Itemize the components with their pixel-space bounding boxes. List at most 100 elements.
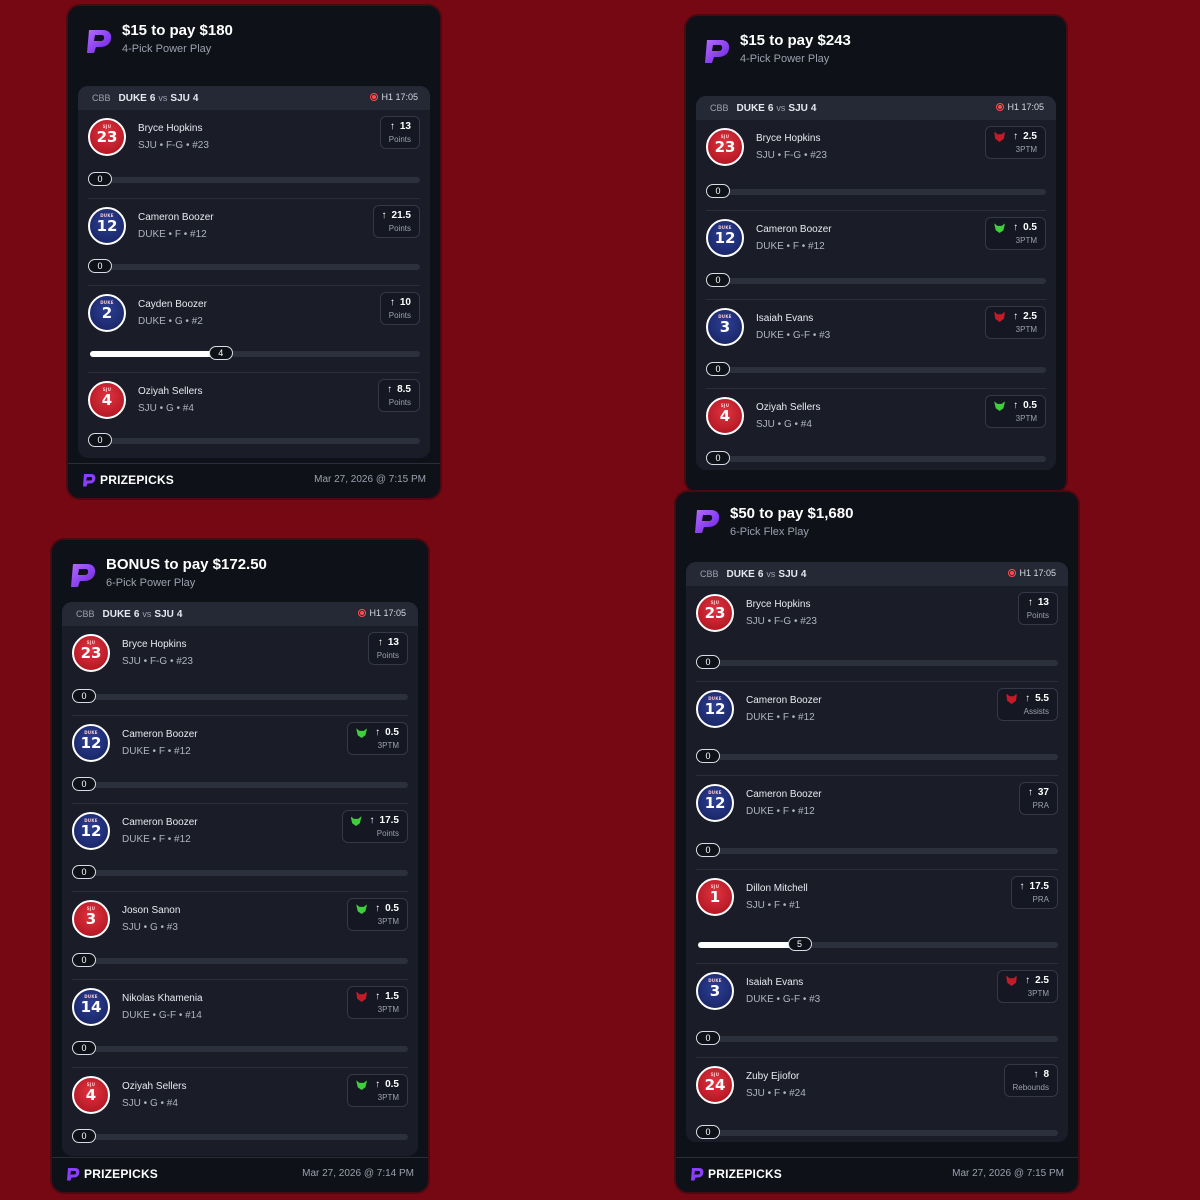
pick-row[interactable]: SJU 23 Bryce Hopkins SJU • F-G • #23 ↑ 13 Poin… <box>72 626 408 716</box>
jersey-team-tag: DUKE <box>84 818 98 823</box>
progress-bar: 0 <box>72 1129 408 1145</box>
pick-row[interactable]: DUKE 12 Cameron Boozer DUKE • F • #12 ↑ 21.5 P… <box>88 199 420 286</box>
jersey-number: 3 <box>719 318 731 336</box>
pick-row[interactable]: SJU 23 Bryce Hopkins SJU • F-G • #23 ↑ 13 Poin… <box>88 110 420 199</box>
jersey-number: 23 <box>80 644 102 662</box>
projection-box[interactable]: ↑ 8 Rebounds <box>1003 1064 1058 1097</box>
pick-row[interactable]: SJU 4 Oziyah Sellers SJU • G • #4 ↑ 8.5 Points… <box>88 373 420 458</box>
pick-row[interactable]: DUKE 2 Cayden Boozer DUKE • G • #2 ↑ 10 Points… <box>88 286 420 373</box>
player-jersey: DUKE 12 <box>72 812 110 850</box>
player-jersey: DUKE 12 <box>696 784 734 822</box>
team-a-score: 6 <box>757 568 764 580</box>
projection-box[interactable]: ↑ 0.5 3PTM <box>347 1074 408 1107</box>
entry-card[interactable]: $50 to pay $1,680 6-Pick Flex Play CBB DUKE… <box>676 492 1078 1192</box>
progress-bar: 0 <box>72 953 408 969</box>
projection-line: 10 <box>399 297 411 308</box>
projection-box[interactable]: ↑ 2.5 3PTM <box>985 126 1046 159</box>
pick-row[interactable]: DUKE 12 Cameron Boozer DUKE • F • #12 ↑ 37 PRA… <box>696 776 1058 870</box>
progress-value: 0 <box>88 259 112 273</box>
game-bar[interactable]: CBB DUKE 6 vs SJU 4 H1 17:05 <box>62 602 418 626</box>
player-name: Cameron Boozer <box>756 224 832 235</box>
stat-type: 3PTM <box>377 1093 399 1102</box>
pick-row[interactable]: DUKE 12 Cameron Boozer DUKE • F • #12 ↑ 5.5 As… <box>696 682 1058 776</box>
pick-row[interactable]: DUKE 12 Cameron Boozer DUKE • F • #12 ↑ 17.5 P… <box>72 804 408 892</box>
pick-row[interactable]: SJU 1 Dillon Mitchell SJU • F • #1 ↑ 17.5 PRA 5 <box>696 870 1058 964</box>
pick-row[interactable]: DUKE 14 Nikolas Khamenia DUKE • G-F • #14 ↑ 1… <box>72 980 408 1068</box>
entry-card[interactable]: BONUS to pay $172.50 6-Pick Power Play CBB… <box>52 540 428 1192</box>
player-name: Oziyah Sellers <box>122 1081 187 1092</box>
arrow-up-icon: ↑ <box>369 815 375 826</box>
projection-box[interactable]: ↑ 0.5 3PTM <box>347 722 408 755</box>
projection-box[interactable]: ↑ 0.5 3PTM <box>985 395 1046 428</box>
projection-box[interactable]: ↑ 13 Points <box>367 632 408 665</box>
projection-box[interactable]: ↑ 21.5 Points <box>372 205 420 238</box>
live-dot-icon <box>1008 569 1017 577</box>
projection-box[interactable]: ↑ 17.5 PRA <box>1010 876 1058 909</box>
progress-bar: 5 <box>696 937 1058 953</box>
progress-value: 0 <box>706 273 730 287</box>
stat-type: PRA <box>1032 801 1049 810</box>
game-bar[interactable]: CBB DUKE 6 vs SJU 4 H1 17:05 <box>78 86 430 110</box>
player-info: SJU • F-G • #23 <box>138 140 209 151</box>
projection-box[interactable]: ↑ 17.5 Points <box>341 810 408 843</box>
card-header: $15 to pay $243 4-Pick Power Play <box>686 16 1066 90</box>
arrow-up-icon: ↑ <box>1013 222 1019 233</box>
progress-fill <box>90 351 221 357</box>
projection-box[interactable]: ↑ 13 Points <box>379 116 420 149</box>
projection-box[interactable]: ↑ 0.5 3PTM <box>985 217 1046 250</box>
pick-row[interactable]: DUKE 3 Isaiah Evans DUKE • G-F • #3 ↑ 2.5 3PTM… <box>706 300 1046 389</box>
projection-box[interactable]: ↑ 10 Points <box>379 292 420 325</box>
projection-box[interactable]: ↑ 37 PRA <box>1018 782 1058 815</box>
player-jersey: SJU 4 <box>72 1076 110 1114</box>
progress-value: 0 <box>72 953 96 967</box>
projection-line: 2.5 <box>1023 131 1037 142</box>
projection-line: 2.5 <box>1023 311 1037 322</box>
pick-row[interactable]: SJU 4 Oziyah Sellers SJU • G • #4 ↑ 0.5 3PTM 0 <box>706 389 1046 470</box>
jersey-team-tag: DUKE <box>708 696 722 701</box>
goblin-icon <box>356 1080 368 1090</box>
stat-type: 3PTM <box>377 741 399 750</box>
progress-bar: 0 <box>88 259 420 275</box>
player-name: Bryce Hopkins <box>746 599 811 610</box>
progress-bar: 0 <box>88 433 420 449</box>
projection-box[interactable]: ↑ 2.5 3PTM <box>985 306 1046 339</box>
projection-line: 13 <box>1037 597 1049 608</box>
team-b-name: SJU <box>788 102 808 114</box>
pick-row[interactable]: SJU 3 Joson Sanon SJU • G • #3 ↑ 0.5 3PTM 0 <box>72 892 408 980</box>
player-jersey: SJU 23 <box>72 634 110 672</box>
pick-row[interactable]: DUKE 12 Cameron Boozer DUKE • F • #12 ↑ 0.5 3P… <box>706 211 1046 300</box>
entry-card[interactable]: $15 to pay $243 4-Pick Power Play CBB DUKE 6… <box>686 16 1066 492</box>
projection-box[interactable]: ↑ 13 Points <box>1017 592 1058 625</box>
game-bar[interactable]: CBB DUKE 6 vs SJU 4 H1 17:05 <box>686 562 1068 586</box>
progress-value: 0 <box>696 1031 720 1045</box>
player-info: DUKE • F • #12 <box>756 241 825 252</box>
pick-row[interactable]: DUKE 3 Isaiah Evans DUKE • G-F • #3 ↑ 2.5 3PTM… <box>696 964 1058 1058</box>
projection-box[interactable]: ↑ 8.5 Points <box>378 379 420 412</box>
pick-row[interactable]: SJU 23 Bryce Hopkins SJU • F-G • #23 ↑ 2.5 3PT… <box>706 120 1046 211</box>
progress-track <box>74 1134 408 1140</box>
stat-type: 3PTM <box>377 917 399 926</box>
team-b-name: SJU <box>778 568 798 580</box>
projection-box[interactable]: ↑ 0.5 3PTM <box>347 898 408 931</box>
projection-box[interactable]: ↑ 2.5 3PTM <box>997 970 1058 1003</box>
projection-line: 8 <box>1043 1069 1049 1080</box>
entry-card[interactable]: $15 to pay $180 4-Pick Power Play CBB DUKE 6… <box>68 6 440 498</box>
team-a-score: 6 <box>149 92 156 104</box>
league-label: CBB <box>76 609 95 619</box>
entry-subtitle: 6-Pick Power Play <box>106 577 196 589</box>
team-a-name: DUKE <box>118 92 147 104</box>
pick-row[interactable]: SJU 4 Oziyah Sellers SJU • G • #4 ↑ 0.5 3PTM 0 <box>72 1068 408 1155</box>
pick-row[interactable]: SJU 23 Bryce Hopkins SJU • F-G • #23 ↑ 13 Poin… <box>696 586 1058 682</box>
jersey-team-tag: SJU <box>720 134 730 139</box>
jersey-team-tag: SJU <box>710 1072 720 1077</box>
game-bar[interactable]: CBB DUKE 6 vs SJU 4 H1 17:05 <box>696 96 1056 120</box>
jersey-team-tag: DUKE <box>100 213 114 218</box>
pick-row[interactable]: DUKE 12 Cameron Boozer DUKE • F • #12 ↑ 0.5 3P… <box>72 716 408 804</box>
team-a-name: DUKE <box>102 608 131 620</box>
pick-row[interactable]: SJU 24 Zuby Ejiofor SJU • F • #24 ↑ 8 Rebounds… <box>696 1058 1058 1142</box>
projection-box[interactable]: ↑ 5.5 Assists <box>997 688 1058 721</box>
prizepicks-logo-icon <box>692 506 722 536</box>
card-header: BONUS to pay $172.50 6-Pick Power Play <box>52 540 428 614</box>
projection-box[interactable]: ↑ 1.5 3PTM <box>347 986 408 1019</box>
stat-type: 3PTM <box>1027 989 1049 998</box>
